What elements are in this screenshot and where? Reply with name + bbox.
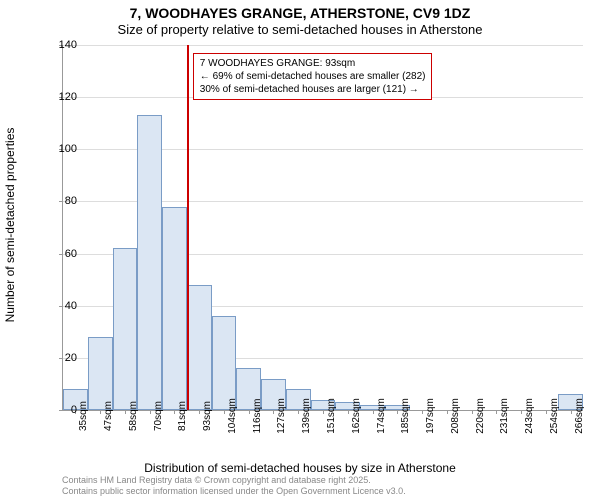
x-tick-label: 104sqm bbox=[227, 398, 238, 434]
x-tick-label: 174sqm bbox=[376, 398, 387, 434]
x-tick-mark bbox=[323, 410, 324, 414]
x-tick-mark bbox=[174, 410, 175, 414]
x-tick-label: 231sqm bbox=[499, 398, 510, 434]
footer-text: Contains HM Land Registry data © Crown c… bbox=[62, 475, 406, 497]
x-tick-label: 139sqm bbox=[301, 398, 312, 434]
y-tick-label: 20 bbox=[65, 352, 77, 364]
x-tick-mark bbox=[373, 410, 374, 414]
x-tick-mark bbox=[224, 410, 225, 414]
x-tick-mark bbox=[100, 410, 101, 414]
plot-area: 7 WOODHAYES GRANGE: 93sqm← 69% of semi-d… bbox=[62, 45, 583, 411]
histogram-bar bbox=[162, 207, 187, 410]
annotation-line: ← 69% of semi-detached houses are smalle… bbox=[200, 70, 426, 83]
histogram-bar bbox=[187, 285, 212, 410]
x-tick-mark bbox=[348, 410, 349, 414]
x-tick-label: 47sqm bbox=[103, 401, 114, 431]
histogram-bar bbox=[212, 316, 237, 410]
x-tick-label: 162sqm bbox=[351, 398, 362, 434]
y-tick-label: 80 bbox=[65, 195, 77, 207]
y-tick-label: 100 bbox=[59, 143, 77, 155]
chart-title-main: 7, WOODHAYES GRANGE, ATHERSTONE, CV9 1DZ bbox=[0, 5, 600, 21]
x-tick-label: 243sqm bbox=[524, 398, 535, 434]
x-tick-mark bbox=[472, 410, 473, 414]
x-tick-mark bbox=[447, 410, 448, 414]
x-tick-label: 70sqm bbox=[153, 401, 164, 431]
x-tick-mark bbox=[125, 410, 126, 414]
x-tick-label: 116sqm bbox=[252, 399, 263, 434]
y-tick-label: 40 bbox=[65, 300, 77, 312]
x-tick-mark bbox=[496, 410, 497, 414]
x-tick-mark bbox=[298, 410, 299, 414]
chart-title-sub: Size of property relative to semi-detach… bbox=[0, 22, 600, 37]
y-tick-mark bbox=[59, 254, 63, 255]
x-tick-mark bbox=[199, 410, 200, 414]
x-tick-label: 220sqm bbox=[475, 398, 486, 434]
x-tick-mark bbox=[546, 410, 547, 414]
x-tick-label: 185sqm bbox=[400, 398, 411, 434]
y-tick-mark bbox=[59, 358, 63, 359]
gridline bbox=[63, 45, 583, 46]
reference-line bbox=[187, 45, 189, 410]
x-tick-label: 197sqm bbox=[425, 398, 436, 434]
x-tick-mark bbox=[571, 410, 572, 414]
x-tick-label: 254sqm bbox=[549, 398, 560, 434]
x-tick-mark bbox=[150, 410, 151, 414]
chart-container: 7, WOODHAYES GRANGE, ATHERSTONE, CV9 1DZ… bbox=[0, 0, 600, 500]
x-tick-mark bbox=[249, 410, 250, 414]
footer-line1: Contains HM Land Registry data © Crown c… bbox=[62, 475, 406, 486]
y-tick-mark bbox=[59, 306, 63, 307]
y-tick-label: 120 bbox=[59, 91, 77, 103]
y-tick-mark bbox=[59, 201, 63, 202]
annotation-box: 7 WOODHAYES GRANGE: 93sqm← 69% of semi-d… bbox=[193, 53, 433, 100]
y-tick-label: 60 bbox=[65, 248, 77, 260]
footer-line2: Contains public sector information licen… bbox=[62, 486, 406, 497]
x-tick-label: 81sqm bbox=[177, 401, 188, 431]
histogram-bar bbox=[113, 248, 138, 410]
y-tick-mark bbox=[59, 410, 63, 411]
x-axis-label: Distribution of semi-detached houses by … bbox=[0, 461, 600, 475]
x-tick-mark bbox=[521, 410, 522, 414]
x-tick-label: 151sqm bbox=[326, 398, 337, 434]
y-tick-label: 140 bbox=[59, 39, 77, 51]
y-tick-label: 0 bbox=[71, 404, 77, 416]
x-tick-label: 35sqm bbox=[78, 401, 89, 431]
x-tick-mark bbox=[397, 410, 398, 414]
x-tick-label: 58sqm bbox=[128, 401, 139, 431]
x-tick-label: 208sqm bbox=[450, 398, 461, 434]
x-tick-mark bbox=[273, 410, 274, 414]
x-tick-label: 127sqm bbox=[276, 398, 287, 434]
annotation-line: 7 WOODHAYES GRANGE: 93sqm bbox=[200, 57, 426, 70]
histogram-bar bbox=[88, 337, 113, 410]
x-tick-mark bbox=[422, 410, 423, 414]
y-axis-label: Number of semi-detached properties bbox=[3, 128, 17, 323]
histogram-bar bbox=[137, 115, 162, 410]
annotation-line: 30% of semi-detached houses are larger (… bbox=[200, 83, 426, 96]
x-tick-label: 93sqm bbox=[202, 401, 213, 431]
x-tick-label: 266sqm bbox=[574, 398, 585, 434]
